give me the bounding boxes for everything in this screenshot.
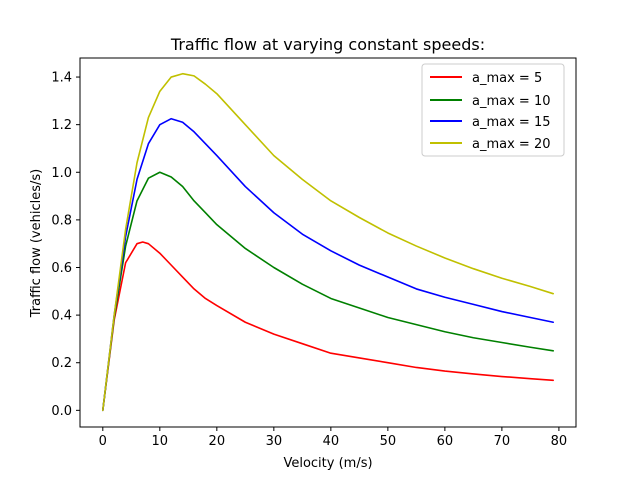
series-line-a-max-5 [102,241,555,412]
y-tick-label: 0.0 [51,404,72,419]
x-tick-label: 30 [266,434,283,449]
plot-frame [79,57,577,428]
legend: a_max = 5 a_max = 10 a_max = 15 a_max = … [421,63,565,157]
legend-label-a-max-20: a_max = 20 [472,137,551,152]
x-tick-label: 50 [380,434,397,449]
y-tick-label: 0.6 [51,261,72,276]
y-axis-ticks: 0.0 0.2 0.4 0.6 0.8 1.0 1.2 1.4 [51,71,80,419]
y-tick-label: 1.0 [51,166,72,181]
y-axis-label: Traffic flow (vehicles/s) [29,169,44,318]
x-tick-label: 0 [99,434,107,449]
x-tick-label: 10 [152,434,169,449]
x-tick-label: 80 [551,434,568,449]
legend-label-a-max-5: a_max = 5 [472,71,542,86]
x-tick-label: 70 [494,434,511,449]
y-tick-label: 0.4 [51,309,72,324]
y-tick-label: 1.4 [51,71,72,86]
legend-label-a-max-10: a_max = 10 [472,94,551,109]
plot-area: 0 10 20 30 40 50 60 70 80 0.0 0.2 0.4 0.6 0.8 1.0 1.2 1… [51,57,577,449]
series-line-a-max-10 [102,171,555,412]
x-tick-label: 20 [209,434,226,449]
x-tick-label: 40 [323,434,340,449]
legend-box [421,63,565,157]
series-line-a-max-20 [102,72,555,412]
x-tick-label: 60 [437,434,454,449]
chart-title: Traffic flow at varying constant speeds: [170,35,485,54]
series-layer [102,72,555,412]
y-tick-label: 0.2 [51,356,72,371]
y-tick-label: 1.2 [51,118,72,133]
series-line-a-max-15 [102,117,555,412]
x-axis-label: Velocity (m/s) [283,456,372,471]
legend-label-a-max-15: a_max = 15 [472,115,551,130]
x-axis-ticks: 0 10 20 30 40 50 60 70 80 [99,427,568,449]
y-tick-label: 0.8 [51,213,72,228]
